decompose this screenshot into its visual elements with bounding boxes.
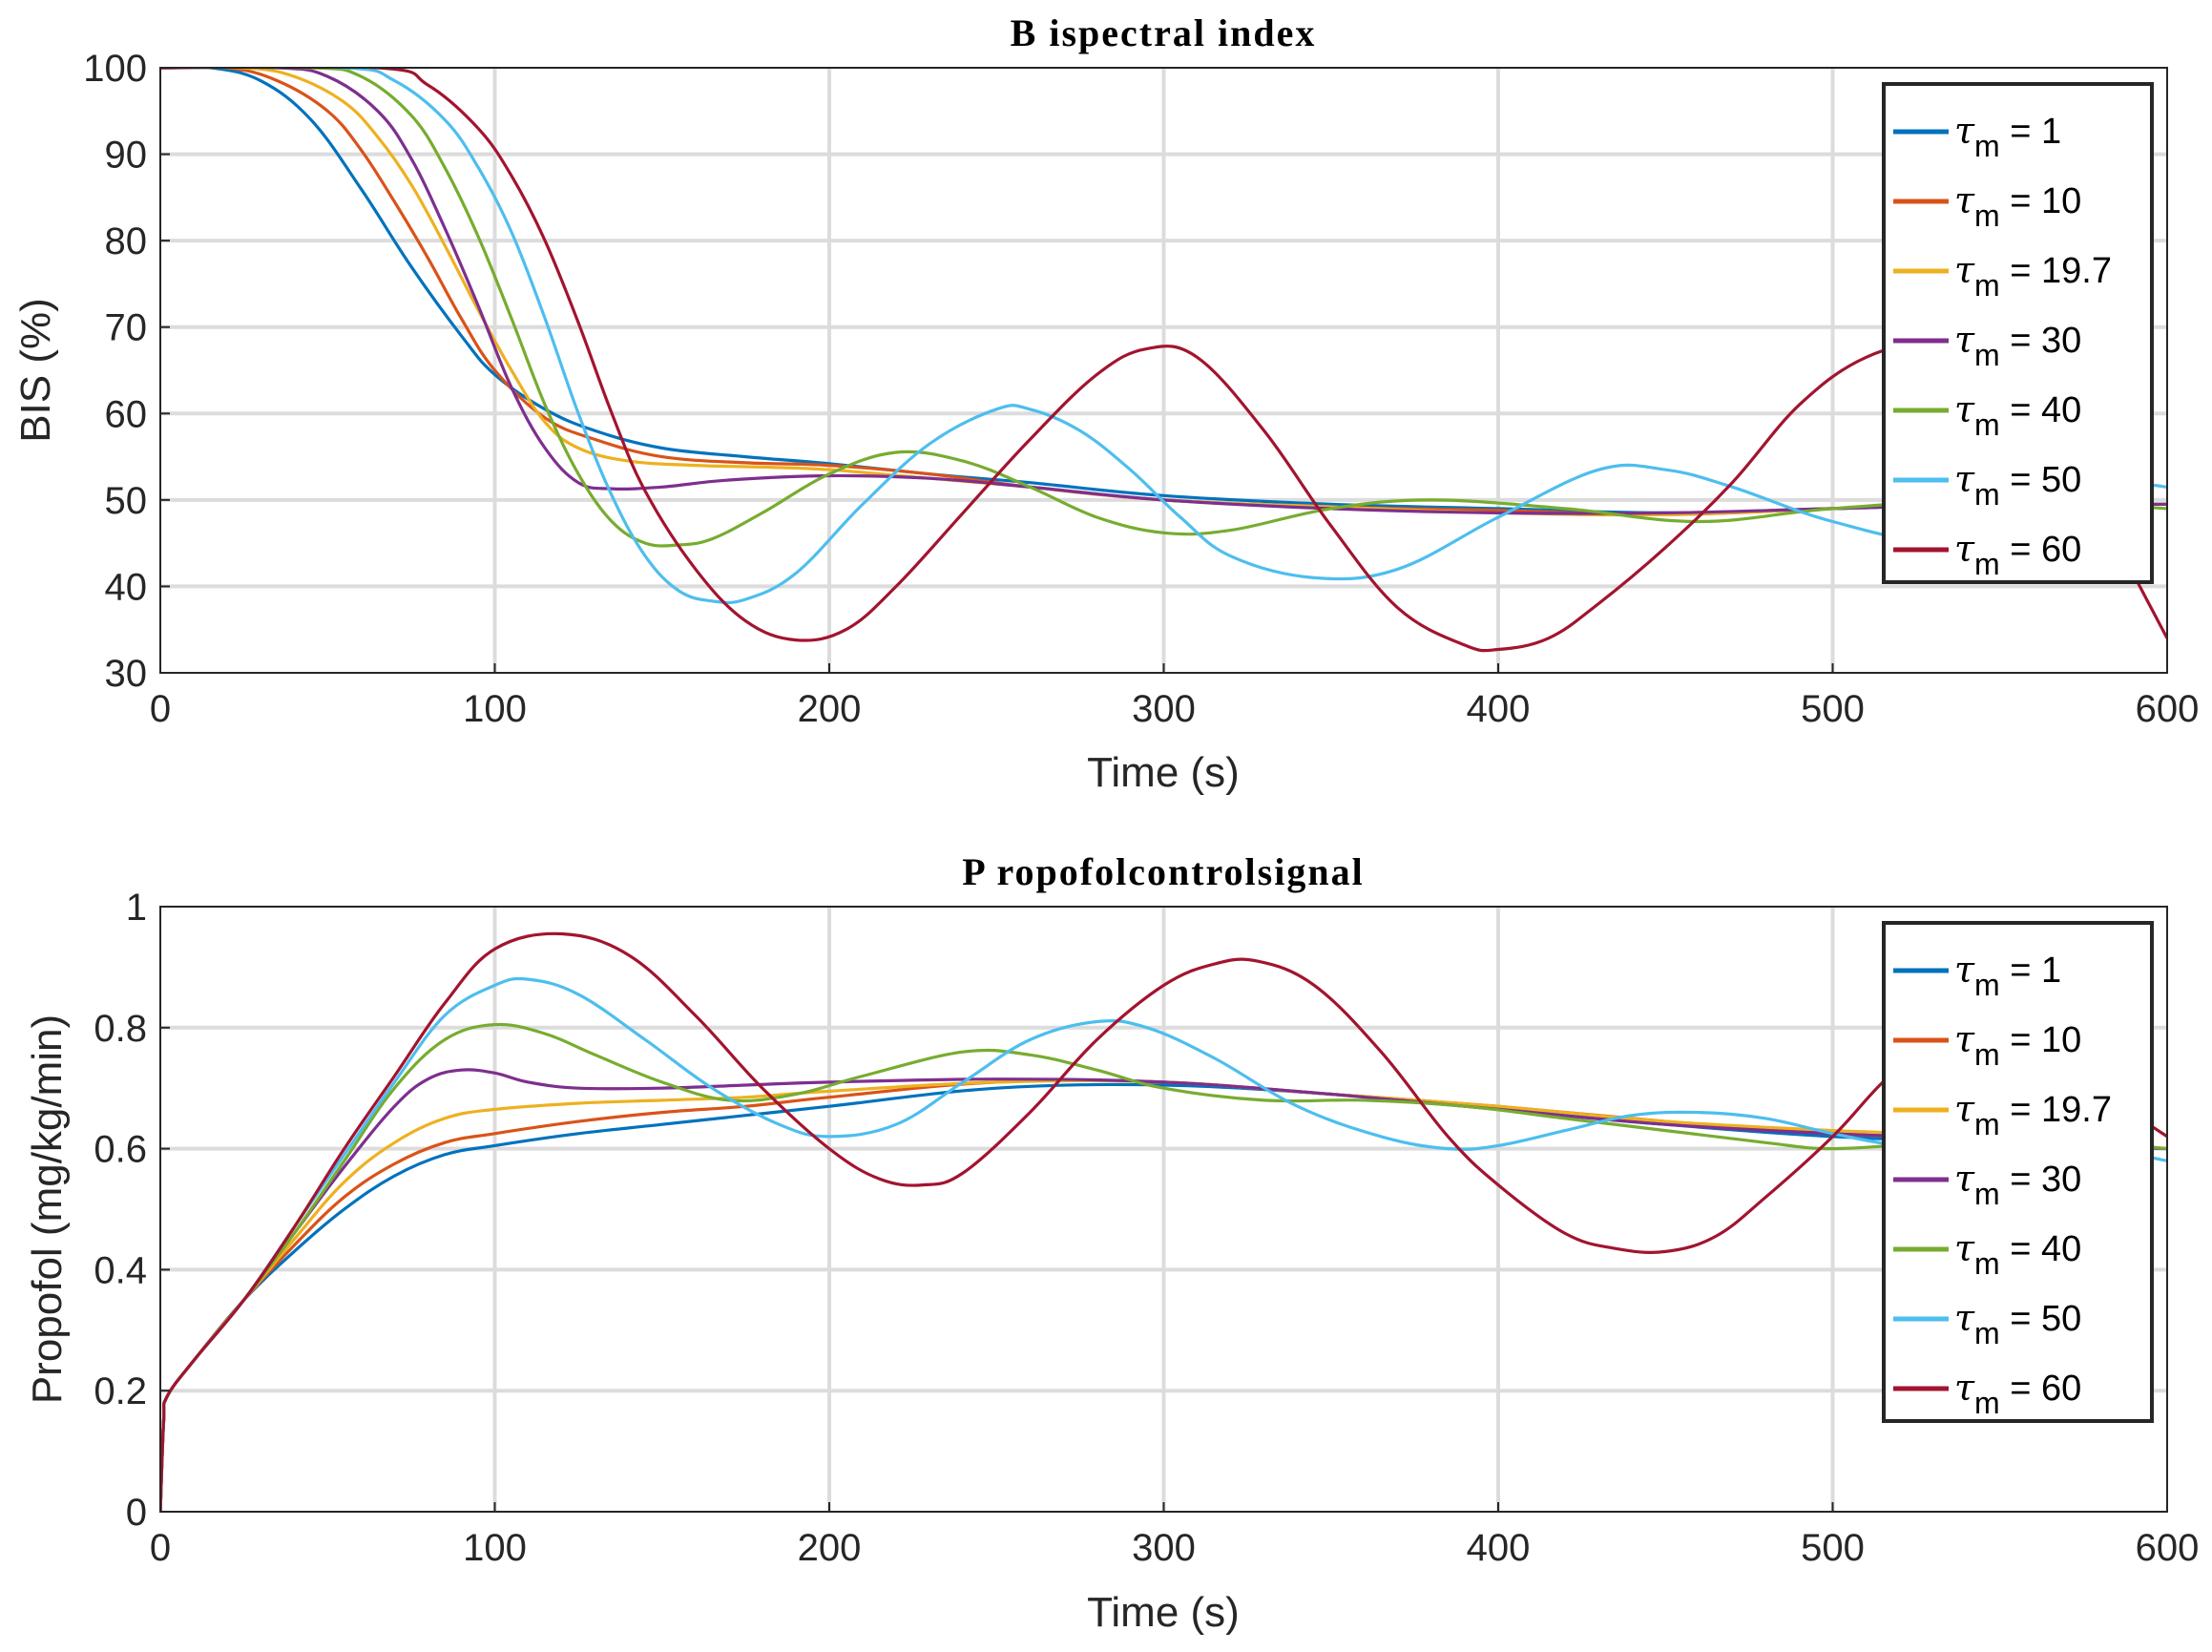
propofol-grid <box>160 907 2167 1512</box>
bis-x-tick-label: 300 <box>1132 688 1196 730</box>
propofol-legend: τm = 1 τm = 10 τm = 19.7 τm = 30 τm = 40 τm =… <box>1882 921 2154 1423</box>
propofol-y-tick-label: 0.4 <box>94 1249 147 1291</box>
propofol-chart: 0 100 200 300 400 500 600 0 0.2 0.4 0.6 0.8 1 P ropo… <box>24 850 2199 1636</box>
bis-y-tick-label: 30 <box>105 653 148 695</box>
bis-legend-label-3: τm = 19.7 <box>1954 249 2112 303</box>
bis-x-tick-label: 400 <box>1467 688 1531 730</box>
propofol-y-tick-label: 0.2 <box>94 1370 147 1412</box>
propofol-y-tick-label: 0.6 <box>94 1129 147 1171</box>
bis-legend-label-6: τm = 50 <box>1954 458 2081 512</box>
propofol-chart-title: P ropofolcontrolsignal <box>962 850 1364 893</box>
propofol-x-axis-label: Time (s) <box>1087 1589 1240 1636</box>
bis-legend-box <box>1882 82 2154 584</box>
bis-x-tick-label: 200 <box>798 688 862 730</box>
bis-legend: τm = 1 τm = 10 τm = 19.7 τm = 30 τm = 40 τm =… <box>1882 82 2154 584</box>
bis-y-tick-label: 40 <box>105 566 148 608</box>
propofol-legend-label-5: τm = 40 <box>1954 1227 2081 1281</box>
propofol-legend-label-4: τm = 30 <box>1954 1158 2081 1211</box>
bis-series-line-6 <box>160 68 2167 605</box>
bis-x-tick-label: 0 <box>150 688 171 730</box>
bis-y-tick-label: 60 <box>105 393 148 435</box>
propofol-y-tick-label: 0.8 <box>94 1008 147 1050</box>
propofol-x-tick-label: 600 <box>2136 1527 2200 1569</box>
propofol-x-tick-label: 500 <box>1801 1527 1865 1569</box>
bis-y-tick-label: 90 <box>105 135 148 177</box>
propofol-x-tick-label: 0 <box>150 1527 171 1569</box>
bis-legend-label-4: τm = 30 <box>1954 319 2081 372</box>
bis-chart: 0 100 200 300 400 500 600 30 40 50 60 70 80 90 100 B i… <box>12 11 2199 796</box>
propofol-y-tick-label: 0 <box>126 1492 147 1534</box>
propofol-series-lines <box>160 931 2167 1512</box>
bis-series-line-7 <box>160 68 2167 653</box>
bis-y-tick-label: 50 <box>105 480 148 522</box>
bis-chart-title: B ispectral index <box>1011 11 1317 54</box>
bis-x-tick-label: 100 <box>463 688 527 730</box>
propofol-legend-box <box>1882 921 2154 1423</box>
bis-ticks: 0 100 200 300 400 500 600 30 40 50 60 70 80 90 100 <box>83 48 2199 730</box>
bis-y-axis-label: BIS (%) <box>12 298 59 443</box>
bis-x-axis-label: Time (s) <box>1087 749 1240 796</box>
bis-y-tick-label: 80 <box>105 220 148 262</box>
propofol-x-tick-label: 400 <box>1467 1527 1531 1569</box>
propofol-legend-label-7: τm = 60 <box>1954 1367 2081 1420</box>
bis-series-lines <box>160 68 2167 653</box>
bis-legend-label-5: τm = 40 <box>1954 388 2081 442</box>
bis-series-line-3 <box>160 68 2167 517</box>
bis-x-tick-label: 500 <box>1801 688 1865 730</box>
propofol-ticks: 0 100 200 300 400 500 600 0 0.2 0.4 0.6 0.8 1 <box>94 887 2199 1569</box>
propofol-y-axis-label: Propofol (mg/kg/min) <box>24 1014 71 1404</box>
propofol-series-line-5 <box>160 1022 2167 1512</box>
bis-legend-label-7: τm = 60 <box>1954 528 2081 581</box>
bis-series-line-5 <box>160 68 2167 548</box>
propofol-x-tick-label: 200 <box>798 1527 862 1569</box>
propofol-series-line-7 <box>160 931 2167 1512</box>
propofol-legend-label-2: τm = 10 <box>1954 1018 2081 1072</box>
bis-x-tick-label: 600 <box>2136 688 2200 730</box>
propofol-legend-label-1: τm = 1 <box>1954 949 2061 1002</box>
bis-legend-label-1: τm = 1 <box>1954 110 2061 163</box>
bis-grid <box>160 68 2167 673</box>
propofol-legend-label-6: τm = 50 <box>1954 1297 2081 1350</box>
propofol-legend-label-3: τm = 19.7 <box>1954 1088 2112 1141</box>
propofol-y-tick-label: 1 <box>126 887 147 929</box>
bis-y-tick-label: 100 <box>83 48 147 90</box>
propofol-series-line-6 <box>160 976 2167 1512</box>
bis-y-tick-label: 70 <box>105 307 148 349</box>
bis-series-line-4 <box>160 68 2167 515</box>
propofol-x-tick-label: 100 <box>463 1527 527 1569</box>
bis-legend-label-2: τm = 10 <box>1954 179 2081 233</box>
propofol-x-tick-label: 300 <box>1132 1527 1196 1569</box>
